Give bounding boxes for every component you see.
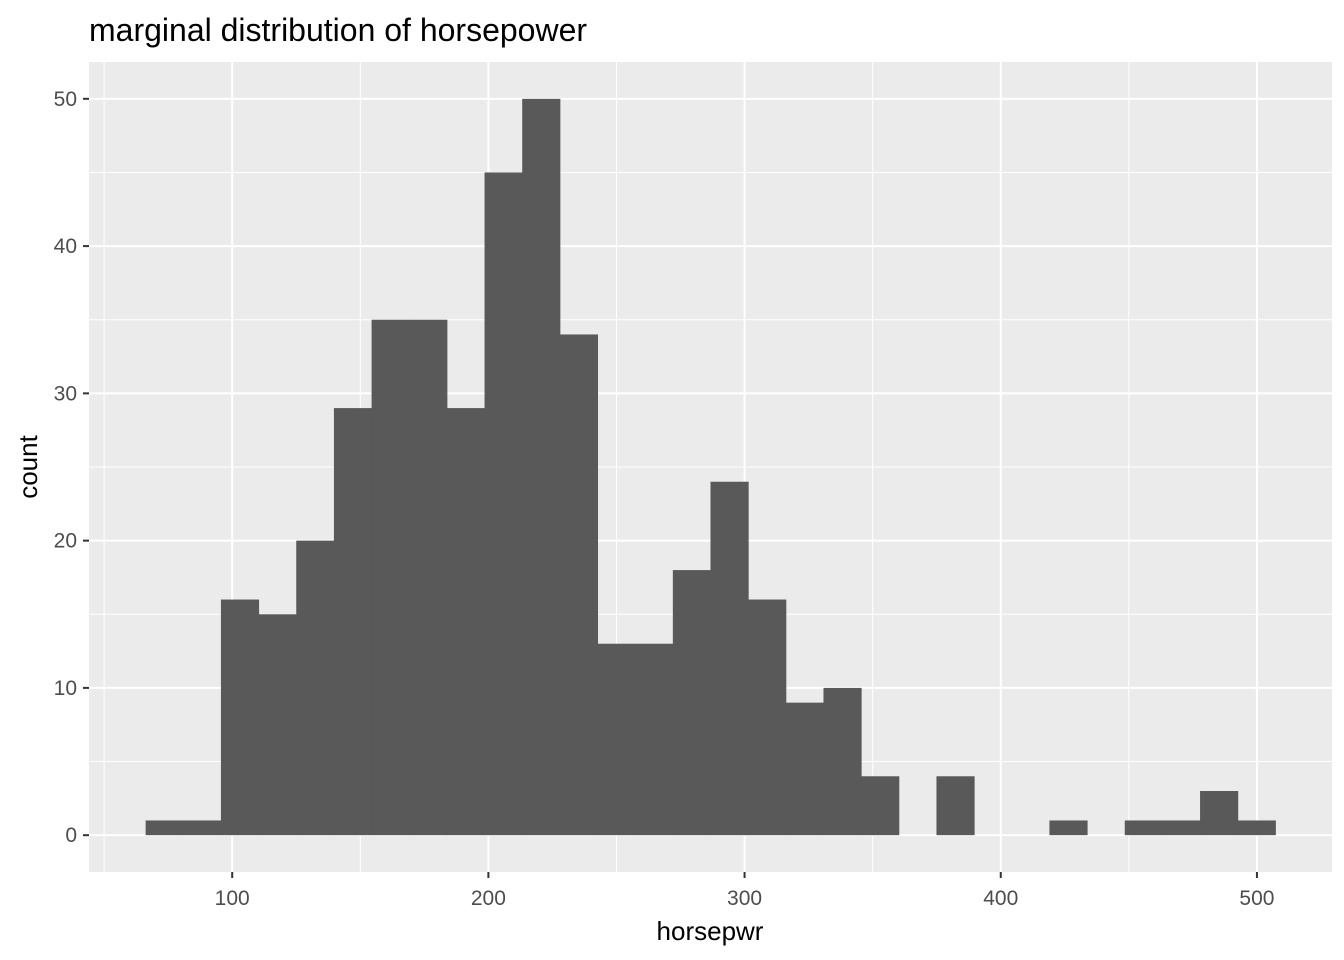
histogram-bar bbox=[597, 643, 636, 836]
histogram-bar bbox=[823, 687, 862, 836]
histogram-bar bbox=[559, 334, 599, 836]
histogram-bar bbox=[1200, 791, 1239, 836]
histogram-bar bbox=[220, 599, 260, 836]
histogram-bar bbox=[785, 702, 824, 836]
histogram-bar bbox=[672, 570, 711, 836]
y-tick-label: 30 bbox=[54, 382, 77, 405]
histogram-bar bbox=[1049, 820, 1088, 836]
y-tick-label: 10 bbox=[54, 677, 77, 700]
y-tick-label: 0 bbox=[65, 824, 77, 847]
x-tick-label: 300 bbox=[727, 887, 762, 910]
x-tick-label: 400 bbox=[983, 887, 1018, 910]
histogram-bar bbox=[1162, 820, 1201, 836]
histogram-bar bbox=[371, 319, 410, 836]
histogram-bar bbox=[484, 172, 523, 836]
x-axis: 100 200 300 400 500 bbox=[215, 872, 1274, 910]
histogram-bar bbox=[861, 776, 900, 836]
histogram-bar bbox=[1237, 820, 1276, 836]
y-tick-label: 20 bbox=[54, 530, 77, 553]
histogram-bar bbox=[748, 599, 787, 836]
histogram-bar bbox=[635, 643, 674, 836]
histogram-bar bbox=[183, 820, 222, 836]
histogram-bar bbox=[446, 408, 486, 836]
x-axis-label: horsepwr bbox=[657, 916, 764, 946]
histogram-bar bbox=[409, 319, 448, 836]
histogram-bar bbox=[258, 614, 297, 836]
histogram-bar bbox=[296, 540, 335, 836]
histogram-bar bbox=[522, 98, 561, 836]
x-tick-label: 100 bbox=[215, 887, 250, 910]
histogram-bar bbox=[333, 408, 373, 836]
histogram-bar bbox=[936, 776, 975, 836]
histogram-bars bbox=[145, 98, 1276, 836]
x-tick-label: 200 bbox=[471, 887, 506, 910]
chart-title: marginal distribution of horsepower bbox=[89, 12, 587, 48]
histogram-bar bbox=[710, 481, 749, 836]
y-axis: 0 10 20 30 40 50 bbox=[54, 88, 89, 847]
y-axis-label: count bbox=[13, 434, 43, 498]
y-tick-label: 40 bbox=[54, 235, 77, 258]
histogram-bar bbox=[145, 820, 184, 836]
y-tick-label: 50 bbox=[54, 88, 77, 111]
histogram-bar bbox=[1124, 820, 1163, 836]
x-tick-label: 500 bbox=[1239, 887, 1274, 910]
